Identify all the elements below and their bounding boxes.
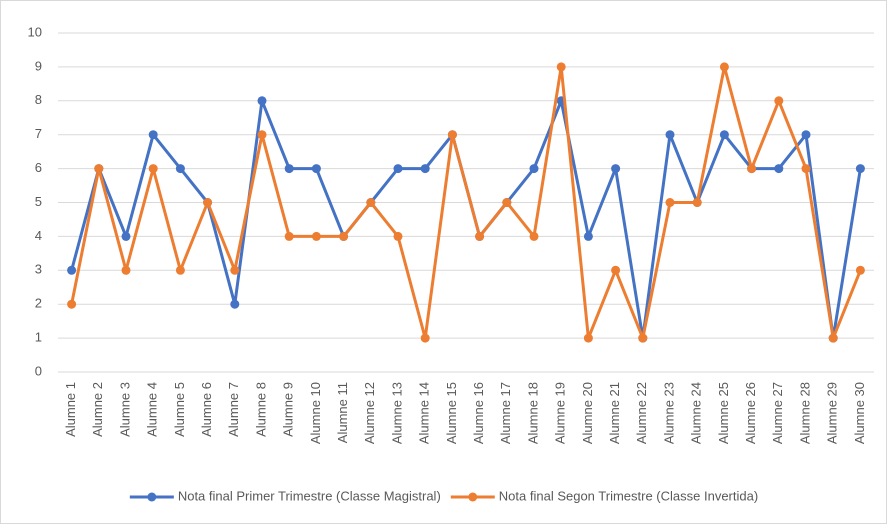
point [257, 96, 267, 106]
point [556, 62, 566, 72]
legend-marker [147, 492, 157, 502]
point [855, 265, 865, 275]
point [774, 96, 784, 106]
point [665, 198, 675, 207]
point [311, 231, 321, 241]
legend-item: Nota final Primer Trimestre (Classe Magi… [129, 488, 441, 503]
point [420, 333, 430, 343]
y-tick-label: 4 [35, 228, 42, 243]
y-tick-label: 5 [35, 194, 42, 209]
point [339, 231, 349, 241]
x-tick-label: Alumne 17 [498, 382, 513, 444]
x-tick-label: Alumne 14 [417, 382, 432, 444]
point [175, 265, 185, 275]
point [366, 198, 376, 207]
point [420, 164, 430, 174]
x-tick-label: Alumne 7 [226, 382, 241, 437]
point [611, 265, 621, 275]
point [94, 164, 104, 174]
point [719, 62, 729, 72]
point [393, 231, 403, 241]
point [284, 164, 294, 174]
point [583, 333, 593, 343]
y-tick-label: 8 [35, 92, 42, 107]
point [529, 164, 539, 174]
point [203, 198, 213, 207]
x-tick-label: Alumne 10 [308, 382, 323, 444]
x-tick-label: Alumne 20 [580, 382, 595, 444]
x-tick-label: Alumne 25 [716, 382, 731, 444]
x-tick-label: Alumne 1 [63, 382, 78, 437]
point [475, 231, 485, 241]
y-tick-label: 0 [35, 363, 42, 378]
x-tick-label: Alumne 15 [444, 382, 459, 444]
point [665, 130, 675, 140]
legend-label: Nota final Segon Trimestre (Classe Inver… [499, 488, 758, 503]
point [638, 333, 648, 343]
point [828, 333, 838, 343]
x-tick-label: Alumne 22 [634, 382, 649, 444]
x-tick-label: Alumne 8 [253, 382, 268, 437]
legend-label: Nota final Primer Trimestre (Classe Magi… [178, 488, 441, 503]
series-line [70, 65, 862, 340]
x-tick-label: Alumne 2 [90, 382, 105, 437]
point [148, 130, 158, 140]
y-tick-label: 6 [35, 160, 42, 175]
x-tick-label: Alumne 18 [525, 382, 540, 444]
x-tick-label: Alumne 13 [389, 382, 404, 444]
x-tick-label: Alumne 29 [825, 382, 840, 444]
x-tick-label: Alumne 30 [852, 382, 867, 444]
point [230, 265, 240, 275]
point [801, 164, 811, 174]
point [67, 265, 77, 275]
x-tick-label: Alumne 3 [117, 382, 132, 437]
point [121, 265, 131, 275]
y-tick-label: 10 [28, 24, 42, 39]
x-tick-label: Alumne 4 [145, 382, 160, 437]
point [311, 164, 321, 174]
point [774, 164, 784, 174]
y-tick-label: 1 [35, 330, 42, 345]
point [801, 130, 811, 140]
y-tick-label: 2 [35, 296, 42, 311]
point [447, 130, 457, 140]
point [393, 164, 403, 174]
x-tick-label: Alumne 28 [797, 382, 812, 444]
point [148, 164, 158, 174]
x-tick-label: Alumne 19 [553, 382, 568, 444]
point [230, 299, 240, 309]
x-tick-label: Alumne 5 [172, 382, 187, 437]
x-tick-label: Alumne 11 [335, 382, 350, 443]
x-tick-label: Alumne 24 [689, 382, 704, 444]
y-tick-label: 7 [35, 126, 42, 141]
point [611, 164, 621, 174]
point [855, 164, 865, 174]
point [583, 231, 593, 241]
legend-marker [468, 492, 478, 502]
point [529, 231, 539, 241]
y-tick-label: 9 [35, 58, 42, 73]
point [121, 231, 131, 241]
point [175, 164, 185, 174]
point [67, 299, 77, 309]
point [747, 164, 757, 174]
x-tick-label: Alumne 9 [281, 382, 296, 437]
point [692, 198, 702, 207]
x-tick-label: Alumne 12 [362, 382, 377, 444]
point [502, 198, 512, 207]
x-tick-label: Alumne 21 [607, 382, 622, 444]
y-tick-label: 3 [35, 262, 42, 277]
x-tick-label: Alumne 27 [770, 382, 785, 444]
legend-item: Nota final Segon Trimestre (Classe Inver… [450, 488, 758, 503]
x-tick-label: Alumne 23 [661, 382, 676, 444]
x-tick-label: Alumne 6 [199, 382, 214, 437]
point [257, 130, 267, 140]
x-tick-label: Alumne 26 [743, 382, 758, 444]
point [284, 231, 294, 241]
x-tick-label: Alumne 16 [471, 382, 486, 444]
point [719, 130, 729, 140]
